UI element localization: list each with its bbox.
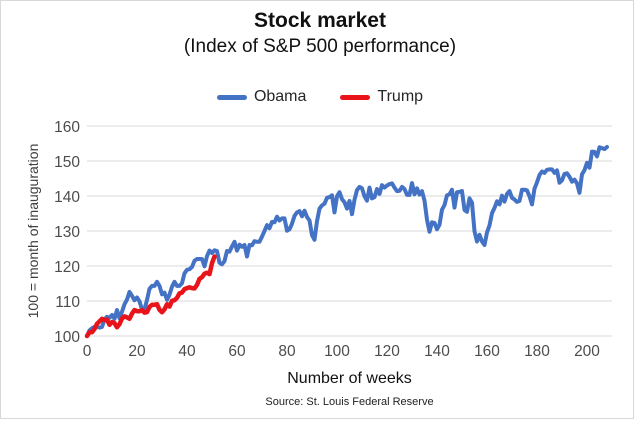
legend-item-obama: Obama bbox=[216, 88, 307, 106]
chart-subtitle: (Index of S&P 500 performance) bbox=[183, 36, 457, 57]
x-tick-label: 180 bbox=[524, 343, 550, 360]
figure-border bbox=[0, 0, 634, 419]
y-tick-label: 110 bbox=[55, 294, 80, 311]
x-tick-label: 140 bbox=[424, 343, 450, 360]
legend-trump-label: Trump bbox=[377, 88, 424, 105]
y-tick-label: 150 bbox=[54, 154, 80, 171]
legend-item-trump: Trump bbox=[340, 88, 423, 106]
x-tick-label: 160 bbox=[474, 343, 500, 360]
x-tick-label: 40 bbox=[178, 343, 196, 360]
legend-obama-label: Obama bbox=[253, 88, 307, 105]
x-tick-label: 60 bbox=[228, 343, 246, 360]
y-tick-label: 100 bbox=[54, 329, 80, 346]
x-tick-label: 20 bbox=[128, 343, 146, 360]
x-tick-label: 80 bbox=[278, 343, 296, 360]
x-tick-label: 120 bbox=[374, 343, 400, 360]
obama-line-marker-icon bbox=[216, 94, 247, 100]
x-axis-title: Number of weeks bbox=[287, 370, 412, 387]
x-tick-label: 200 bbox=[574, 343, 600, 360]
chart-title: Stock market bbox=[254, 9, 386, 32]
x-tick-label: 100 bbox=[324, 343, 350, 360]
legend: Obama Trump bbox=[0, 86, 640, 108]
x-tick-label: 0 bbox=[82, 343, 92, 360]
trump-line-marker-icon bbox=[340, 94, 371, 100]
y-tick-label: 140 bbox=[54, 189, 80, 206]
source-note: Source: St. Louis Federal Reserve bbox=[265, 396, 434, 408]
y-tick-label: 160 bbox=[54, 119, 80, 136]
y-tick-label: 120 bbox=[54, 259, 80, 276]
trump-line-series bbox=[84, 254, 217, 339]
y-tick-label: 130 bbox=[54, 224, 80, 241]
obama-line-series bbox=[85, 145, 609, 338]
